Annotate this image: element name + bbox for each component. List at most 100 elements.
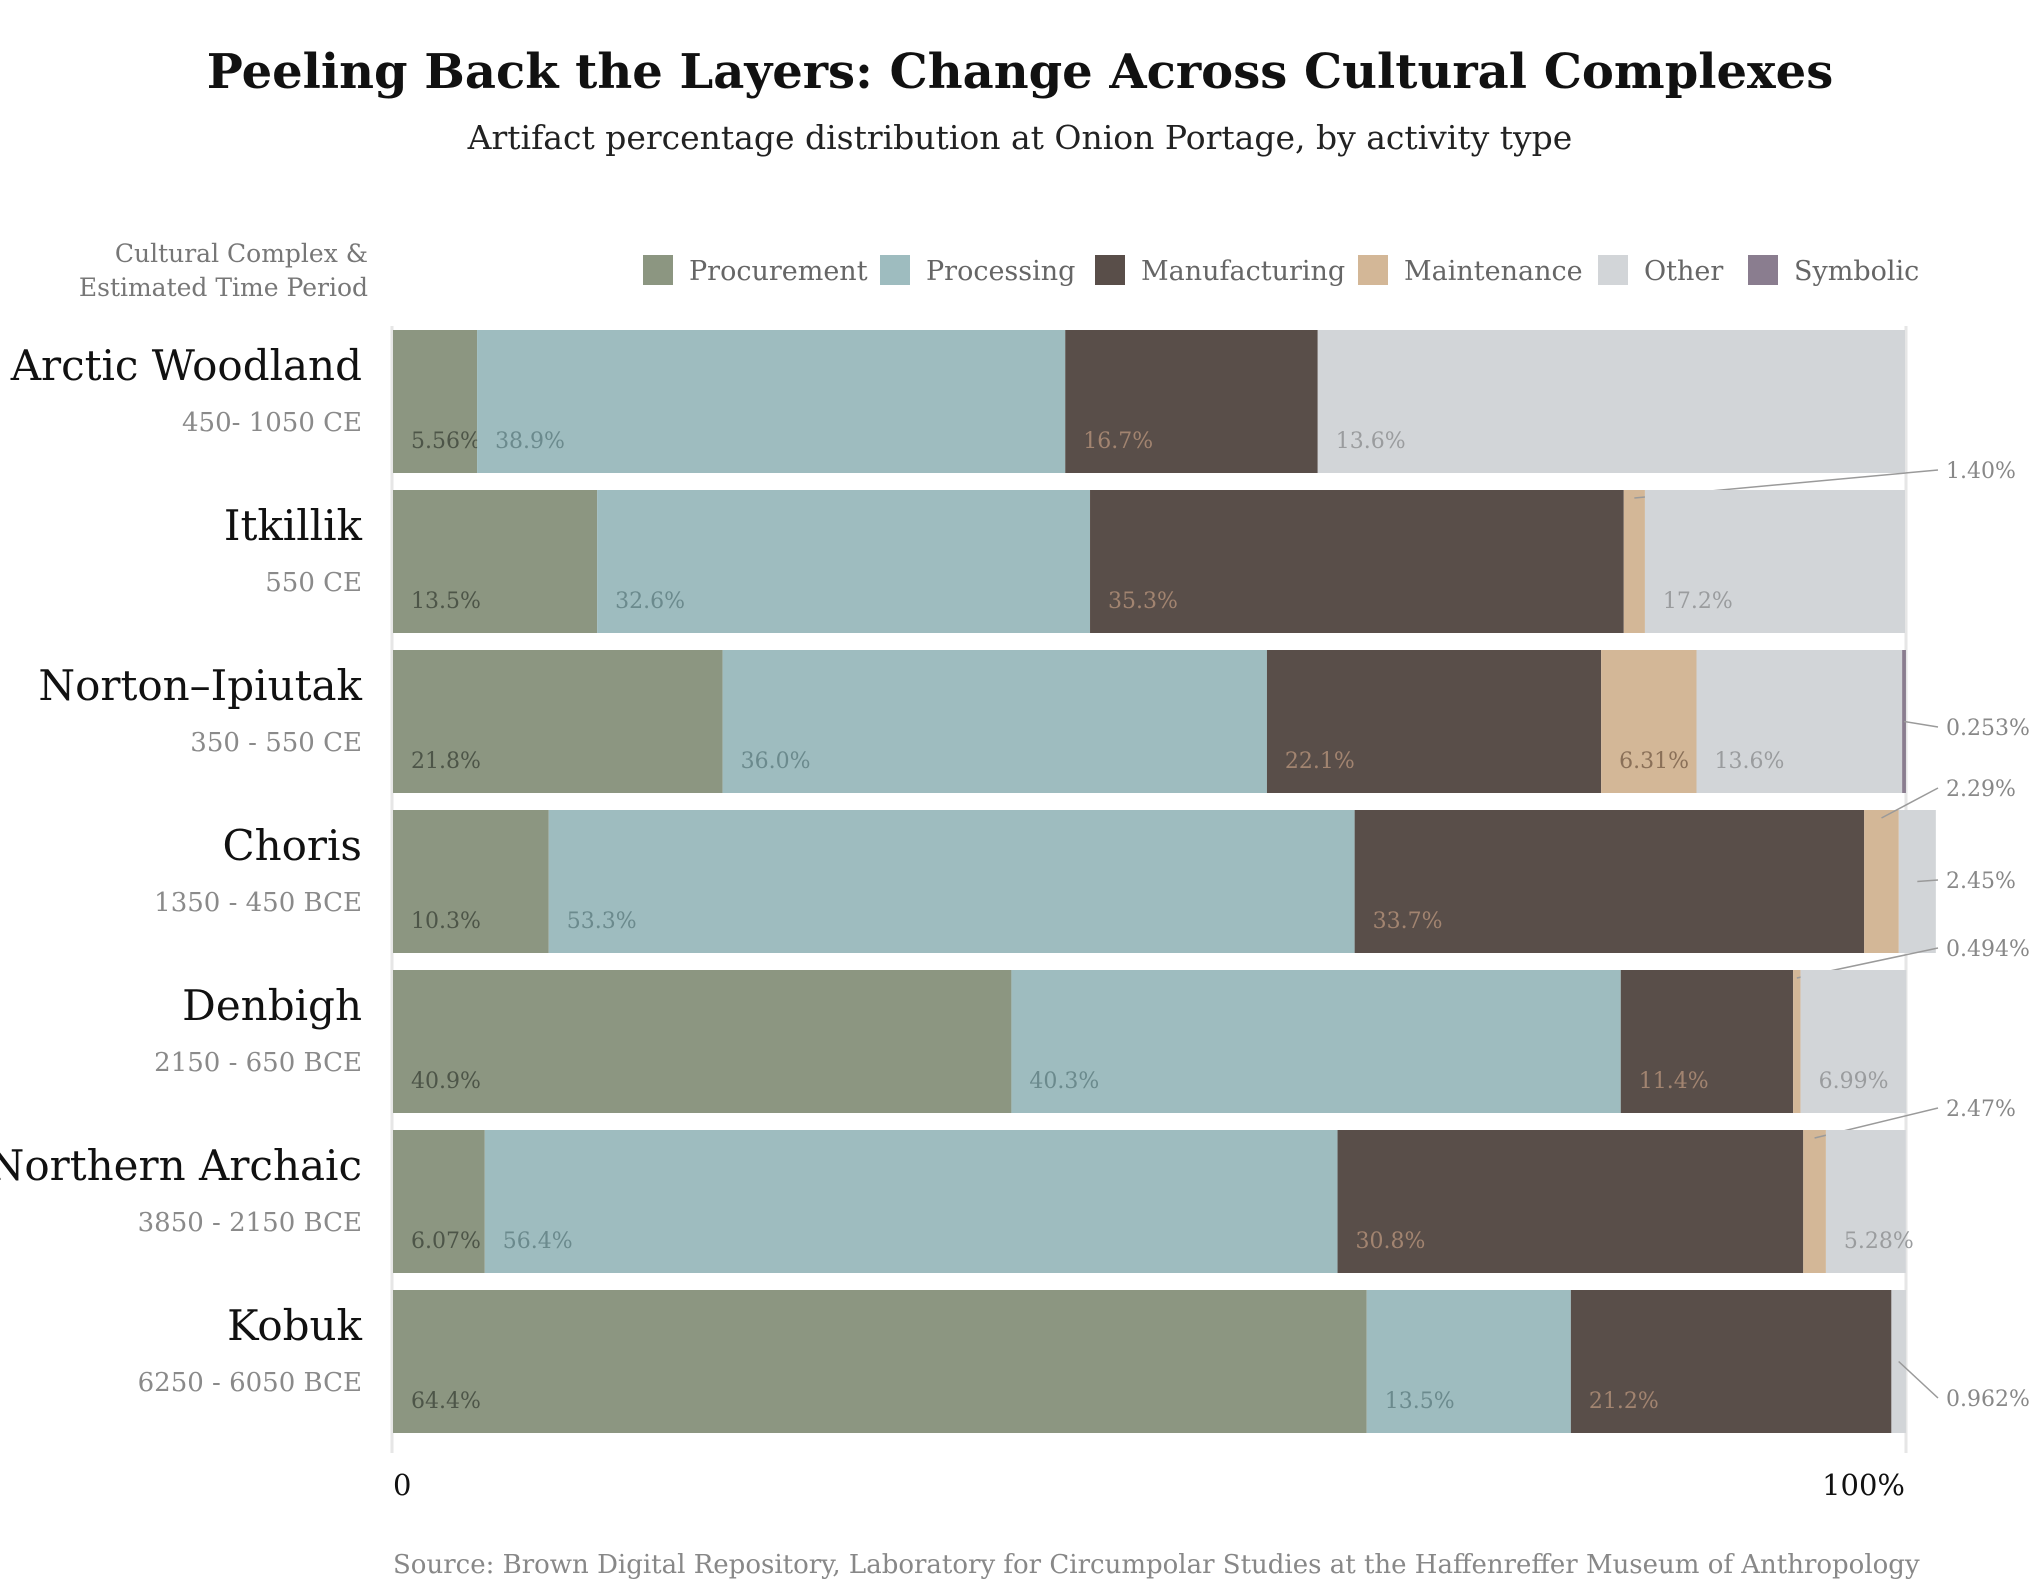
category-label-arctic-woodland: Arctic Woodland <box>10 341 362 390</box>
bar-segment-northern-archaic-procurement <box>393 1130 485 1273</box>
bar-segment-norton-ipiutak-symbolic <box>1902 650 1906 793</box>
segment-label-norton-ipiutak: 36.0% <box>741 749 811 774</box>
segment-label-arctic-woodland: 5.56% <box>411 429 481 454</box>
legend-label-procurement: Procurement <box>689 256 868 287</box>
callout-label-northern-archaic: 2.47% <box>1946 1097 2016 1122</box>
chart-subtitle: Artifact percentage distribution at Onio… <box>467 118 1573 157</box>
bar-segment-norton-ipiutak-maintenance <box>1601 650 1697 793</box>
segment-label-denbigh: 40.3% <box>1029 1069 1099 1094</box>
segment-label-northern-archaic: 30.8% <box>1356 1229 1426 1254</box>
segment-label-northern-archaic: 56.4% <box>503 1229 573 1254</box>
legend-label-manufacturing: Manufacturing <box>1141 256 1345 287</box>
bar-segment-arctic-woodland-procurement <box>393 330 478 473</box>
bar-segment-arctic-woodland-manufacturing <box>1065 330 1318 473</box>
row-axis-title-line: Cultural Complex & <box>115 239 368 268</box>
segment-label-norton-ipiutak: 21.8% <box>411 749 481 774</box>
category-period-northern-archaic: 3850 - 2150 BCE <box>138 1208 362 1238</box>
segment-label-choris: 10.3% <box>411 909 481 934</box>
bar-segment-norton-ipiutak-other <box>1696 650 1903 793</box>
segment-label-itkillik: 13.5% <box>411 589 481 614</box>
category-label-itkillik: Itkillik <box>224 501 363 550</box>
bar-segment-northern-archaic-processing <box>484 1130 1338 1273</box>
category-period-norton-ipiutak: 350 - 550 CE <box>190 728 362 758</box>
bar-segment-denbigh-other <box>1800 970 1907 1113</box>
bar-segment-denbigh-processing <box>1011 970 1621 1113</box>
legend-swatch-maintenance <box>1358 255 1388 285</box>
segment-label-kobuk: 21.2% <box>1589 1389 1659 1414</box>
bar-segment-choris-procurement <box>393 810 549 953</box>
legend-swatch-procurement <box>643 255 673 285</box>
segment-label-arctic-woodland: 38.9% <box>495 429 565 454</box>
bar-segment-arctic-woodland-processing <box>477 330 1066 473</box>
bar-segment-kobuk-processing <box>1366 1290 1571 1433</box>
bar-segment-norton-ipiutak-processing <box>722 650 1267 793</box>
bar-segment-arctic-woodland-other <box>1317 330 1905 473</box>
segment-label-denbigh: 11.4% <box>1639 1069 1709 1094</box>
segment-label-kobuk: 13.5% <box>1385 1389 1455 1414</box>
segment-label-arctic-woodland: 16.7% <box>1083 429 1153 454</box>
callout-line-norton-ipiutak <box>1903 720 1939 728</box>
category-label-choris: Choris <box>222 821 362 870</box>
category-period-choris: 1350 - 450 BCE <box>154 888 362 918</box>
legend-swatch-processing <box>880 255 910 285</box>
callout-label-denbigh: 0.494% <box>1946 937 2030 962</box>
bar-segment-kobuk-procurement <box>393 1290 1367 1433</box>
segment-label-choris: 33.7% <box>1373 909 1443 934</box>
category-label-denbigh: Denbigh <box>182 981 362 1030</box>
segment-label-northern-archaic: 5.28% <box>1844 1229 1914 1254</box>
segment-label-itkillik: 32.6% <box>615 589 685 614</box>
bar-segment-northern-archaic-manufacturing <box>1337 1130 1804 1273</box>
bar-segment-norton-ipiutak-manufacturing <box>1266 650 1602 793</box>
category-period-kobuk: 6250 - 6050 BCE <box>138 1368 362 1398</box>
callout-label-choris: 2.45% <box>1946 869 2016 894</box>
segment-label-arctic-woodland: 13.6% <box>1336 429 1406 454</box>
callout-label-itkillik: 1.40% <box>1946 459 2016 484</box>
source-note: Source: Brown Digital Repository, Labora… <box>393 1550 1920 1580</box>
segment-label-norton-ipiutak: 13.6% <box>1714 749 1784 774</box>
bar-segment-itkillik-processing <box>597 490 1091 633</box>
segment-label-denbigh: 40.9% <box>411 1069 481 1094</box>
chart-title: Peeling Back the Layers: Change Across C… <box>206 44 1834 100</box>
category-label-norton-ipiutak: Norton–Ipiutak <box>38 661 362 710</box>
segment-label-choris: 53.3% <box>567 909 637 934</box>
callout-line-choris <box>1881 787 1939 819</box>
bar-segment-denbigh-maintenance <box>1793 970 1801 1113</box>
callout-label-kobuk: 0.962% <box>1946 1387 2030 1412</box>
category-label-kobuk: Kobuk <box>227 1301 362 1350</box>
bar-segment-northern-archaic-other <box>1825 1130 1906 1273</box>
bar-segment-choris-processing <box>548 810 1355 953</box>
callout-line-choris <box>1917 879 1939 883</box>
segment-label-norton-ipiutak: 22.1% <box>1285 749 1355 774</box>
category-period-arctic-woodland: 450- 1050 CE <box>182 408 362 438</box>
segment-label-itkillik: 35.3% <box>1108 589 1178 614</box>
segment-label-itkillik: 17.2% <box>1663 589 1733 614</box>
bar-segment-denbigh-manufacturing <box>1620 970 1794 1113</box>
bar-segment-itkillik-maintenance <box>1623 490 1645 633</box>
legend-swatch-symbolic <box>1748 255 1778 285</box>
legend-swatch-other <box>1598 255 1628 285</box>
legend-label-other: Other <box>1644 256 1723 287</box>
legend-label-processing: Processing <box>926 256 1075 287</box>
bar-segment-itkillik-manufacturing <box>1090 490 1624 633</box>
x-tick-label-zero: 0 <box>393 1468 411 1502</box>
callout-label-norton-ipiutak: 0.253% <box>1946 716 2030 741</box>
bar-segment-itkillik-other <box>1644 490 1905 633</box>
category-label-northern-archaic: Northern Archaic <box>0 1141 362 1190</box>
callout-label-choris: 2.29% <box>1946 777 2016 802</box>
bar-segment-denbigh-procurement <box>393 970 1012 1113</box>
bar-segment-itkillik-procurement <box>393 490 598 633</box>
bar-segment-norton-ipiutak-procurement <box>393 650 723 793</box>
legend-label-symbolic: Symbolic <box>1794 256 1919 287</box>
bar-segment-kobuk-manufacturing <box>1570 1290 1892 1433</box>
segment-label-kobuk: 64.4% <box>411 1389 481 1414</box>
segment-label-norton-ipiutak: 6.31% <box>1619 749 1689 774</box>
segment-label-northern-archaic: 6.07% <box>411 1229 481 1254</box>
x-tick-label-hundred: 100% <box>1822 1468 1905 1502</box>
category-period-denbigh: 2150 - 650 BCE <box>154 1048 362 1078</box>
bar-segment-choris-maintenance <box>1864 810 1899 953</box>
legend-label-maintenance: Maintenance <box>1404 256 1583 287</box>
segment-label-denbigh: 6.99% <box>1819 1069 1889 1094</box>
row-axis-title-line: Estimated Time Period <box>79 273 368 302</box>
category-period-itkillik: 550 CE <box>265 568 362 598</box>
